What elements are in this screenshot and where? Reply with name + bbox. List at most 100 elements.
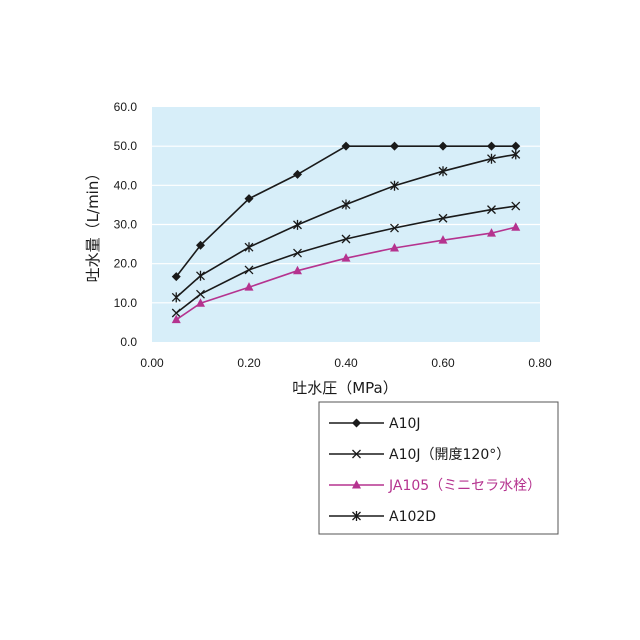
triangle-marker [244,282,254,291]
legend-label: A102D [389,509,436,525]
data-point [196,298,205,307]
data-point [341,234,351,244]
y-tick-label: 30.0 [114,218,138,232]
data-point [196,240,205,250]
diamond-marker [390,141,399,151]
data-point [390,141,399,151]
data-point [244,265,254,275]
data-point [244,242,254,253]
x-marker [352,449,361,459]
data-point [487,205,496,215]
data-point [438,166,448,177]
grid [152,145,540,304]
data-point [196,270,205,281]
x-marker [487,205,496,215]
legend-item: JA105（ミニセラ水栓） [329,478,541,494]
asterisk-marker [390,180,399,191]
legend-item: A10J [329,416,421,432]
data-point [171,314,181,324]
data-point [171,308,181,318]
x-axis-title: 吐水圧（MPa） [292,379,398,397]
diamond-marker [293,169,302,179]
data-point [438,235,448,244]
triangle-marker [352,480,361,489]
triangle-marker [293,265,302,275]
legend-marker [352,511,361,521]
data-point [390,223,399,233]
data-point [438,141,448,151]
x-marker [438,213,448,223]
data-point [293,248,302,258]
series-0 [171,141,521,282]
diamond-marker [487,141,496,151]
y-tick-label: 0.0 [120,335,137,349]
x-marker [171,308,181,318]
series-1 [171,201,521,318]
x-marker [244,265,254,275]
data-point [171,272,181,282]
data-point [293,219,302,230]
asterisk-marker [171,292,181,303]
x-tick-label: 0.20 [237,356,261,370]
data-point [487,141,496,151]
legend-label: JA105（ミニセラ水栓） [388,478,541,494]
series-2 [171,222,521,324]
data-point [171,292,181,303]
y-tick-label: 50.0 [114,139,138,153]
x-tick-label: 0.60 [431,356,455,370]
y-axis-title: 吐水量（L/min） [84,166,102,283]
data-point [511,141,521,151]
data-point [293,169,302,179]
diamond-marker [244,194,254,204]
data-point [511,201,521,211]
series-3 [171,149,521,303]
legend-marker [352,449,361,459]
triangle-marker [438,235,448,244]
diamond-marker [511,141,521,151]
legend: A10J A10J（開度120°） JA105（ミニセラ水栓） A102D [318,401,559,535]
legend-label: A10J（開度120°） [389,447,510,463]
asterisk-marker [511,149,521,160]
legend-item: A10J（開度120°） [329,447,510,463]
data-point [341,253,351,262]
x-marker [390,223,399,233]
triangle-marker [171,314,181,324]
data-point [244,194,254,204]
series-layer [171,141,521,324]
legend-marker [352,418,361,428]
triangle-marker [390,243,399,252]
asterisk-marker [341,199,351,210]
diamond-marker [438,141,448,151]
x-marker [341,234,351,244]
data-point [487,153,496,164]
data-point [511,222,521,231]
data-point [196,289,205,299]
tick-labels: 0.0 10.0 20.0 30.0 40.0 50.0 60.0 0.00 0.20 0.40 0… [114,100,552,370]
y-tick-label: 40.0 [114,178,138,192]
asterisk-marker [244,242,254,253]
data-point [390,180,399,191]
data-point [438,213,448,223]
y-tick-label: 10.0 [114,296,138,310]
diamond-marker [352,418,361,428]
diamond-marker [171,272,181,282]
y-tick-label: 20.0 [114,257,138,271]
x-marker [511,201,521,211]
diamond-marker [341,141,351,151]
triangle-marker [196,298,205,307]
legend-item: A102D [329,509,436,525]
asterisk-marker [196,270,205,281]
data-point [244,282,254,291]
diamond-marker [196,240,205,250]
x-marker [196,289,205,299]
asterisk-marker [293,219,302,230]
triangle-marker [487,228,496,237]
x-marker [293,248,302,258]
asterisk-marker [352,511,361,521]
data-point [341,141,351,151]
x-tick-label: 0.00 [140,356,164,370]
legend-marker [352,480,361,489]
x-tick-label: 0.80 [528,356,552,370]
data-point [293,265,302,275]
